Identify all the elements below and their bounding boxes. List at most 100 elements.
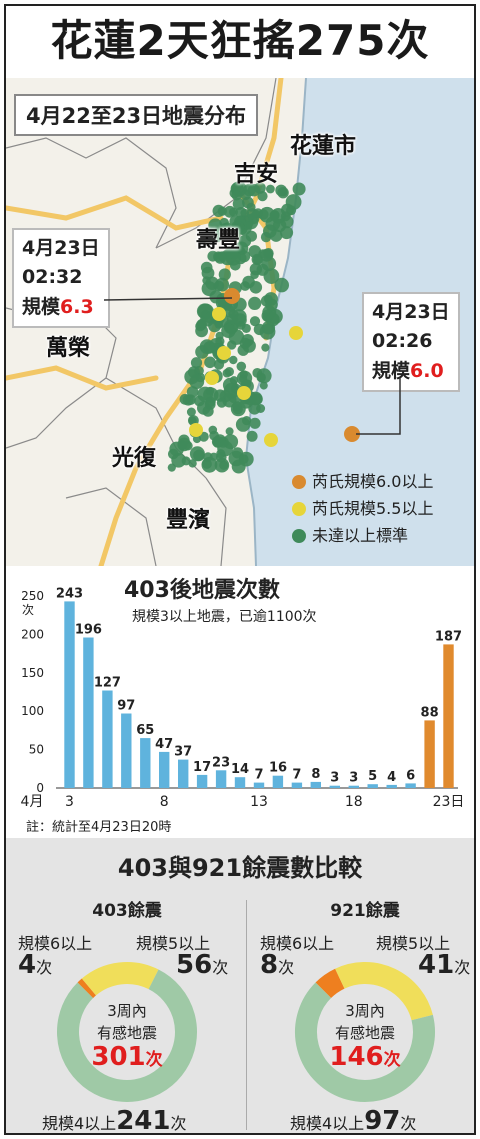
bar bbox=[386, 784, 397, 788]
quake-dot bbox=[266, 184, 275, 194]
quake-dot bbox=[171, 453, 186, 468]
quake-dot bbox=[218, 268, 231, 281]
quake-dot bbox=[251, 209, 260, 218]
quake-dot bbox=[208, 218, 223, 233]
bar-value-label: 65 bbox=[136, 723, 154, 738]
quake-dot bbox=[260, 248, 274, 262]
legend-dot-green bbox=[292, 528, 306, 543]
callout-left-date: 4月23日 bbox=[22, 237, 100, 259]
quake-dot bbox=[185, 394, 196, 406]
callout-right-date: 4月23日 bbox=[372, 301, 450, 323]
infographic: 花蓮2天狂搖275次 4月22至23日地震分布 bbox=[4, 4, 476, 1135]
quake-dot bbox=[256, 404, 266, 413]
bar-value-label: 127 bbox=[94, 676, 121, 691]
y-tick-label: 200 bbox=[21, 627, 44, 641]
quake-dot bbox=[259, 323, 276, 340]
donut-slice bbox=[315, 968, 345, 999]
donut-403 bbox=[57, 962, 197, 1102]
bar-value-label: 7 bbox=[254, 768, 263, 783]
quake-dot bbox=[241, 323, 251, 333]
quake-dot bbox=[184, 369, 200, 385]
quake-dot bbox=[213, 232, 223, 243]
quake-dot-m55 bbox=[264, 433, 278, 447]
bar bbox=[121, 713, 132, 788]
bar-value-label: 4 bbox=[387, 770, 396, 785]
quake-dot bbox=[197, 318, 207, 328]
bar-value-label: 8 bbox=[311, 767, 320, 782]
quake-dot bbox=[213, 280, 225, 292]
bar bbox=[310, 781, 321, 788]
quake-dot bbox=[237, 344, 249, 356]
bar-value-label: 37 bbox=[174, 745, 192, 760]
aftershock-bar-chart: 403後地震次數 規模3以上地震，已逾1100次 0 50 100 150 200 250… bbox=[6, 566, 474, 836]
quake-dot bbox=[201, 456, 218, 473]
donut-921 bbox=[295, 962, 435, 1102]
quake-dot bbox=[248, 245, 262, 258]
bar bbox=[272, 775, 284, 788]
quake-dot bbox=[214, 252, 227, 264]
bar bbox=[405, 783, 416, 788]
quake-dot bbox=[205, 396, 216, 407]
y-tick-label: 150 bbox=[21, 666, 44, 680]
donut-slice bbox=[295, 982, 435, 1102]
bar-chart-subtitle: 規模3以上地震，已逾1100次 bbox=[132, 609, 317, 625]
quake-dot bbox=[204, 356, 216, 369]
bar bbox=[234, 777, 246, 788]
quake-dot bbox=[240, 208, 249, 218]
legend-dot-orange bbox=[292, 474, 306, 489]
bar-value-label: 7 bbox=[292, 768, 301, 783]
panel-921-m6-label: 規模6以上 bbox=[260, 934, 335, 953]
place-jian: 吉安 bbox=[234, 162, 279, 187]
quake-dot bbox=[248, 296, 262, 310]
quake-dot bbox=[229, 376, 239, 385]
bar-value-label: 17 bbox=[193, 760, 211, 775]
quake-dot bbox=[245, 230, 257, 242]
panel-403-m6-label: 規模6以上 bbox=[18, 934, 93, 953]
quake-dot bbox=[259, 381, 268, 390]
bar bbox=[83, 637, 94, 788]
quake-dot bbox=[241, 334, 254, 347]
panel-921-total: 146次 bbox=[329, 1042, 401, 1072]
bar bbox=[367, 784, 378, 788]
bar-value-label: 97 bbox=[117, 699, 135, 714]
bar bbox=[291, 782, 303, 788]
comparison-title: 403與921餘震數比較 bbox=[117, 854, 363, 882]
y-tick-label: 250 bbox=[21, 589, 44, 603]
donut-slice bbox=[77, 978, 97, 999]
legend-item-small: 未達以上標準 bbox=[292, 522, 433, 549]
bar-value-label: 243 bbox=[56, 586, 83, 601]
quake-dot bbox=[219, 217, 229, 228]
quake-dot bbox=[186, 407, 196, 417]
panel-403-m6-count: 4次 bbox=[18, 950, 53, 980]
quake-dot bbox=[189, 446, 205, 462]
quake-dot-m60 bbox=[344, 426, 360, 442]
place-hualien-city: 花蓮市 bbox=[290, 134, 357, 159]
quake-dot bbox=[274, 277, 290, 293]
callout-right-magnitude: 規模6.0 bbox=[372, 359, 444, 382]
x-tick-label: 23日 bbox=[433, 794, 465, 810]
quake-dot bbox=[181, 456, 191, 466]
quake-dot bbox=[280, 211, 291, 222]
bar-value-label: 187 bbox=[435, 629, 462, 644]
place-wanrong: 萬榮 bbox=[46, 336, 91, 361]
bar bbox=[159, 751, 170, 788]
quake-dot bbox=[231, 220, 245, 234]
panel-921-title: 921餘震 bbox=[330, 901, 400, 921]
callout-left: 4月23日 02:32 規模6.3 bbox=[12, 228, 110, 329]
panel-921-center-text: 3周內 有感地震 bbox=[334, 1002, 395, 1042]
earthquake-map: 4月22至23日地震分布 花蓮市 吉安 壽豐 萬榮 光復 豐濱 4月23日 02… bbox=[6, 78, 474, 566]
y-tick-label: 0 bbox=[36, 781, 44, 795]
bar-chart-note: 註：統計至4月23日20時 bbox=[26, 820, 172, 835]
bar-value-label: 16 bbox=[269, 761, 287, 776]
quake-dot bbox=[265, 312, 280, 327]
donut-slice bbox=[335, 962, 433, 1021]
bar-value-label: 23 bbox=[212, 755, 230, 770]
bar-value-label: 88 bbox=[421, 705, 439, 720]
legend-item-large: 芮氏規模6.0以上 bbox=[292, 468, 433, 495]
bar bbox=[253, 782, 265, 788]
quake-dot bbox=[224, 367, 234, 377]
x-tick-label: 3 bbox=[65, 794, 74, 810]
bar-value-label: 3 bbox=[330, 771, 339, 786]
bar-value-label: 14 bbox=[231, 762, 249, 777]
